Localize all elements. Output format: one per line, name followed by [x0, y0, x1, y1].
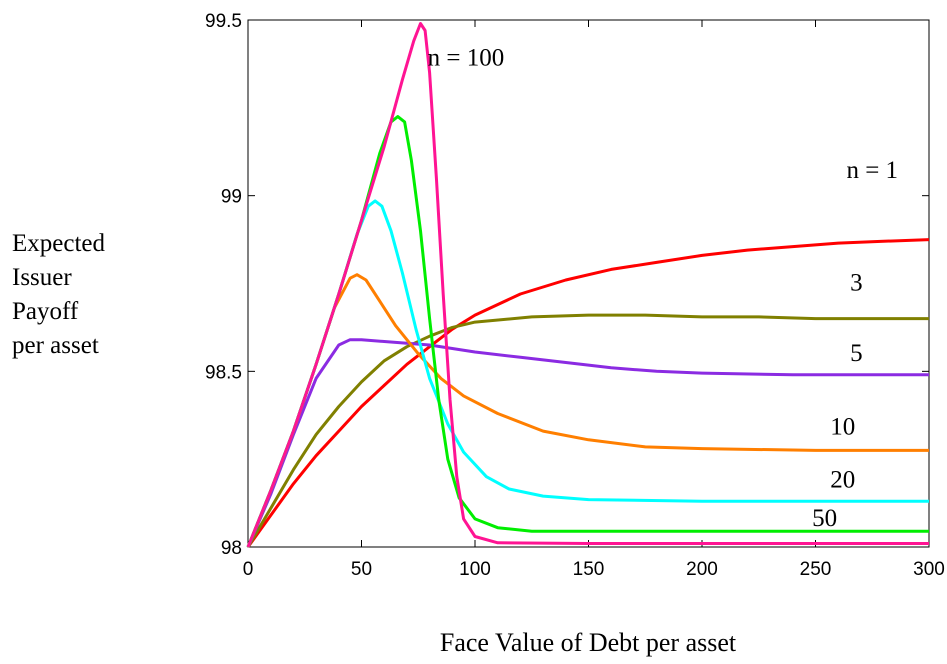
series-line: [246, 22, 929, 548]
x-tick-label: 250: [800, 559, 832, 580]
y-tick-label: 98.5: [205, 362, 242, 383]
y-axis-label-line-2: Issuer: [12, 264, 72, 291]
series-labels: n = 1 3 5 10 20 50 n = 100: [428, 45, 898, 532]
series-label: n = 1: [846, 157, 898, 184]
y-axis-label-line-3: Payoff: [12, 298, 79, 325]
y-tick-label: 99: [221, 187, 242, 208]
y-axis-label-line-1: Expected: [12, 230, 106, 257]
series-line: [246, 313, 929, 548]
x-tick-label: 50: [351, 559, 372, 580]
series-label: 3: [850, 270, 863, 297]
x-tick-label: 0: [243, 559, 254, 580]
series-label: 5: [850, 340, 863, 367]
series-label: 10: [830, 414, 855, 441]
x-axis-label: Face Value of Debt per asset: [440, 628, 737, 657]
x-tick-label: 200: [686, 559, 718, 580]
series-label: n = 100: [428, 45, 505, 72]
y-tick-label: 98: [221, 538, 242, 559]
x-tick-label: 100: [459, 559, 491, 580]
axis-ticks: 0 50 100 150 200 250 300 98 98.5 99 99.5: [205, 11, 945, 580]
series-line: [246, 238, 930, 548]
series-label: 50: [812, 505, 837, 532]
y-tick-label: 99.5: [205, 11, 242, 32]
series-line: [246, 115, 929, 548]
y-axis-label-line-4: per asset: [12, 332, 99, 359]
series-label: 20: [830, 466, 855, 493]
plot-frame: [247, 19, 930, 548]
x-tick-label: 300: [913, 559, 945, 580]
x-tick-label: 150: [573, 559, 605, 580]
series-group: [246, 22, 930, 548]
series-line: [246, 338, 929, 548]
